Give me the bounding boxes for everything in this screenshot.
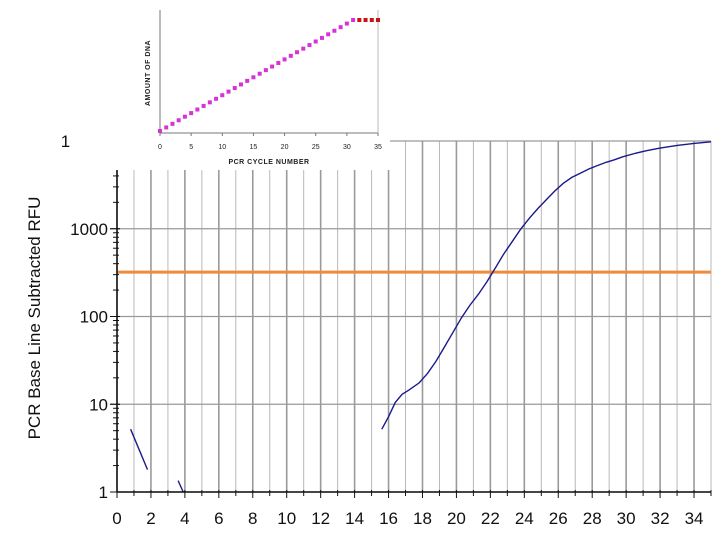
inset-point [295, 50, 300, 55]
y-axis-label: PCR Base Line Subtracted RFU [25, 197, 44, 440]
inset-chart: 0 5 10 15 20 25 30 35 PCR CYCLE NUMBER AMOUNT O… [70, 0, 390, 170]
x-tick-label: 0 [112, 509, 121, 528]
inset-x-axis-label: PCR CYCLE NUMBER [228, 159, 309, 166]
inset-x-tick-label: 0 [158, 144, 162, 151]
x-tick-label: 4 [180, 509, 189, 528]
x-tick-label: 22 [481, 509, 500, 528]
inset-point [276, 60, 281, 65]
y-tick-labels: 110100100010000 [61, 132, 108, 502]
x-tick-label: 28 [583, 509, 602, 528]
inset-point [195, 107, 200, 112]
x-tick-label: 26 [549, 509, 568, 528]
inset-point [263, 68, 268, 73]
y-tick-label: 1000 [70, 220, 108, 239]
inset-point [232, 86, 237, 91]
inset-y-axis-label: AMOUNT OF DNA [145, 40, 152, 106]
x-tick-label: 16 [379, 509, 398, 528]
inset-point [357, 18, 362, 22]
inset-point [245, 78, 250, 83]
inset-point [270, 64, 275, 69]
x-tick-label: 12 [311, 509, 330, 528]
inset-point [164, 125, 169, 130]
x-tick-label: 34 [685, 509, 704, 528]
inset-point [182, 114, 187, 119]
inset-point [288, 53, 293, 58]
x-tick-label: 10 [277, 509, 296, 528]
inset-x-tick-label: 20 [281, 144, 289, 151]
axes [110, 140, 712, 498]
inset-axes [159, 10, 379, 136]
x-tick-label: 30 [617, 509, 636, 528]
inset-point [257, 71, 262, 76]
inset-point [332, 28, 337, 33]
x-tick-label: 18 [413, 509, 432, 528]
x-tick-labels: 0 2 4 6 8 10 12 14 16 18 20 22 24 26 28 30 32 34 [112, 509, 703, 528]
inset-x-tick-label: 10 [218, 144, 226, 151]
inset-point [238, 82, 243, 87]
inset-point [201, 103, 206, 108]
x-tick-label: 8 [248, 509, 257, 528]
grid-lines [116, 140, 712, 493]
inset-point [158, 129, 162, 133]
inset-x-tick-label: 25 [312, 144, 320, 151]
inset-point [176, 118, 181, 123]
y-tick-label: 100 [80, 308, 108, 327]
inset-point [307, 43, 312, 48]
inset-point [326, 32, 331, 37]
x-tick-label: 20 [447, 509, 466, 528]
inset-point [251, 75, 256, 80]
inset-point [214, 96, 219, 101]
inset-point [313, 39, 318, 44]
amplification-curve [129, 141, 712, 493]
x-tick-label: 14 [345, 509, 364, 528]
inset-point [170, 121, 175, 126]
inset-x-tick-labels: 0 5 10 15 20 25 30 35 [158, 144, 382, 151]
inset-point [207, 100, 212, 105]
inset-points [158, 18, 380, 133]
inset-point [344, 21, 349, 26]
inset-point [338, 25, 343, 30]
curve-segment [177, 480, 184, 493]
x-tick-label: 24 [515, 509, 534, 528]
curve-segment [381, 141, 712, 430]
inset-point [369, 18, 374, 22]
inset-point [220, 93, 225, 98]
y-tick-label: 10 [89, 395, 108, 414]
inset-point [189, 111, 194, 116]
inset-x-tick-label: 30 [343, 144, 351, 151]
inset-point [226, 89, 231, 94]
x-tick-label: 6 [214, 509, 223, 528]
inset-x-tick-label: 15 [250, 144, 258, 151]
inset-x-tick-label: 35 [374, 144, 382, 151]
inset-point [319, 35, 324, 40]
inset-x-tick-label: 5 [189, 144, 193, 151]
x-tick-label: 2 [146, 509, 155, 528]
inset-point [376, 18, 380, 22]
inset-point [301, 46, 306, 51]
inset-background [70, 0, 390, 170]
x-tick-label: 32 [651, 509, 670, 528]
inset-point [363, 18, 368, 22]
y-tick-label: 1 [99, 483, 108, 502]
inset-point [351, 18, 356, 22]
inset-point [282, 57, 287, 62]
curve-segment [129, 428, 149, 470]
